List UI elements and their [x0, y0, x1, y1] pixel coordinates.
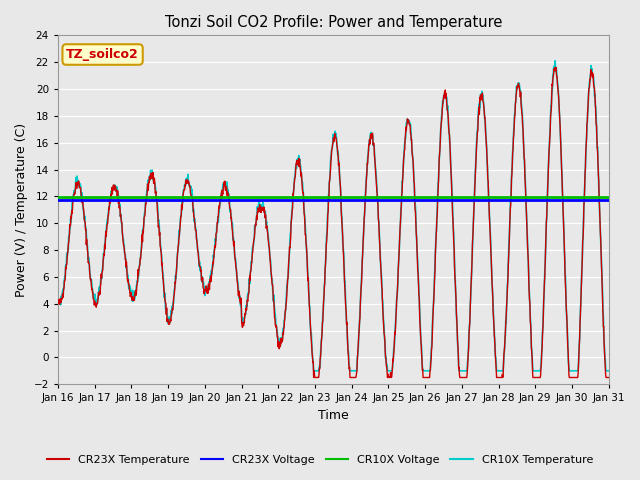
Legend: CR23X Temperature, CR23X Voltage, CR10X Voltage, CR10X Temperature: CR23X Temperature, CR23X Voltage, CR10X … — [43, 451, 597, 469]
Title: Tonzi Soil CO2 Profile: Power and Temperature: Tonzi Soil CO2 Profile: Power and Temper… — [164, 15, 502, 30]
Text: TZ_soilco2: TZ_soilco2 — [66, 48, 139, 61]
X-axis label: Time: Time — [318, 409, 349, 422]
Y-axis label: Power (V) / Temperature (C): Power (V) / Temperature (C) — [15, 123, 28, 297]
